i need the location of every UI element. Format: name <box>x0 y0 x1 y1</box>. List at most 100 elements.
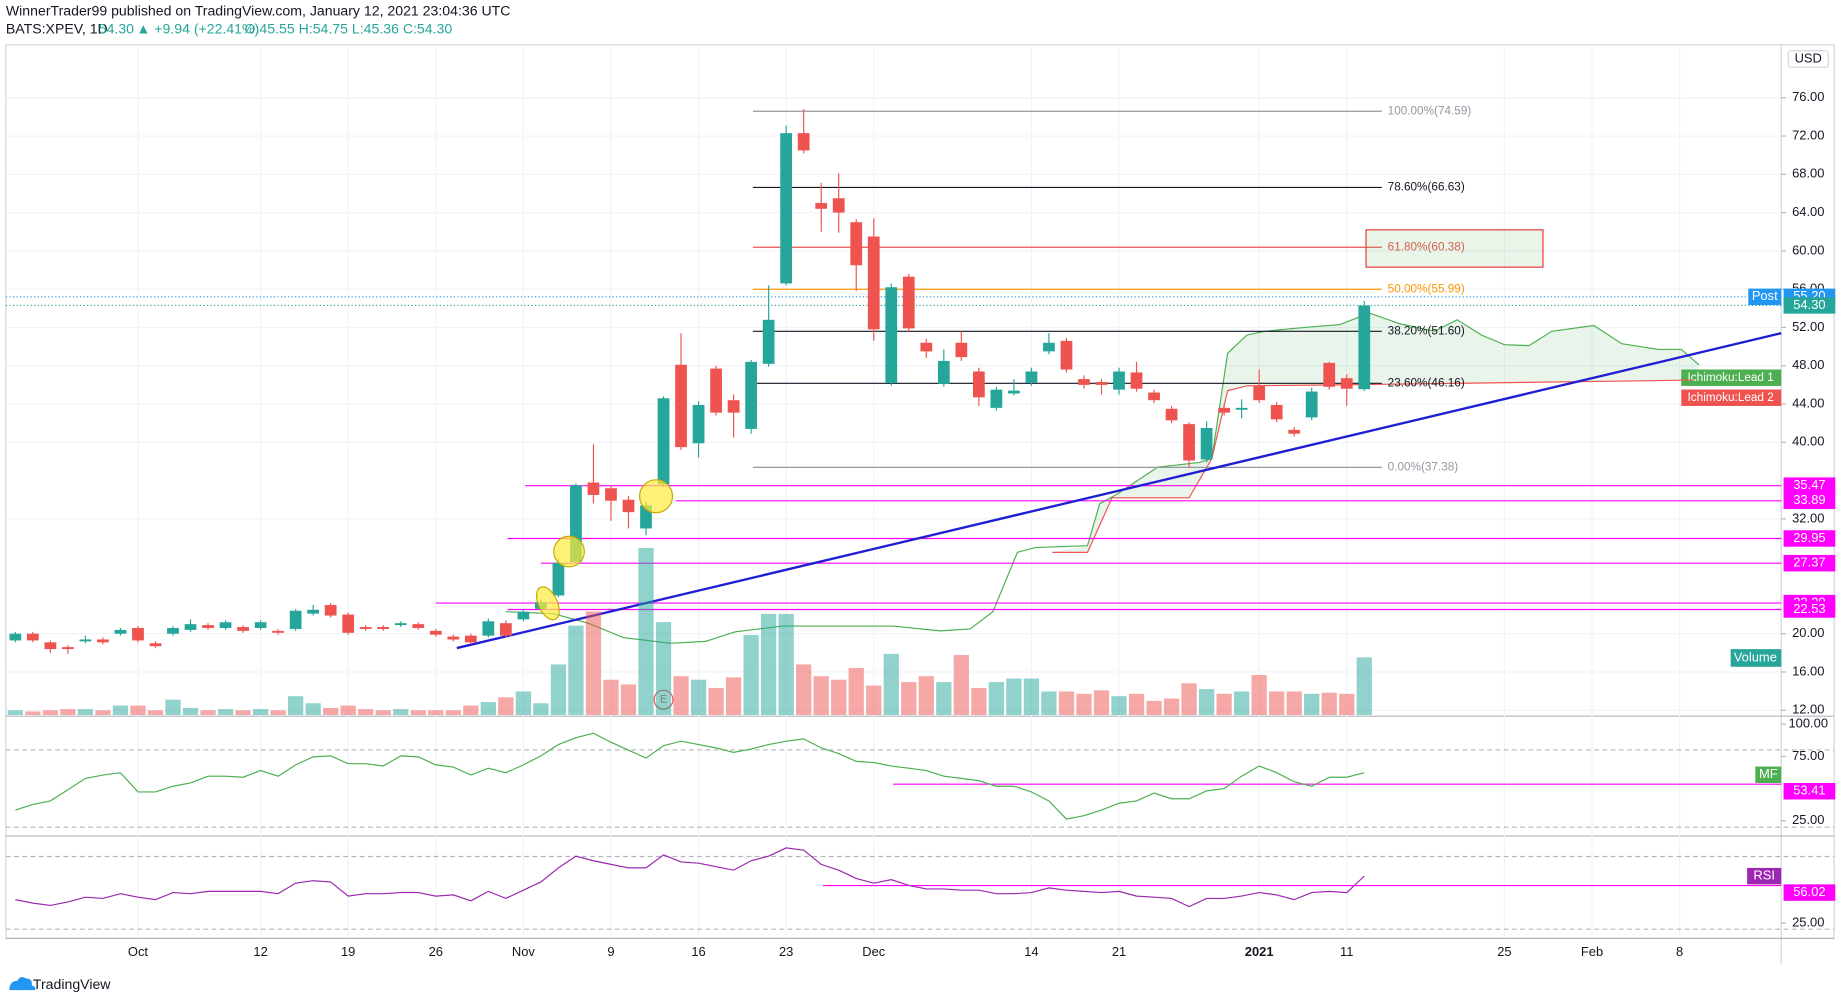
candle-body <box>482 621 495 636</box>
y-tick-label: 40.00 <box>1792 434 1824 449</box>
level-label: 53.41 <box>1793 783 1825 798</box>
candle-body <box>1270 404 1283 420</box>
change: ▲ +9.94 (+22.41%) <box>136 20 259 36</box>
volume-bar <box>638 548 654 715</box>
volume-bar <box>270 710 286 715</box>
volume-bar <box>988 682 1005 715</box>
volume-bar <box>130 705 146 715</box>
candle-body <box>499 623 512 636</box>
volume-bar <box>550 664 567 715</box>
volume-bar <box>1356 657 1372 715</box>
candle-body <box>184 624 197 630</box>
fib-label: 23.60%(46.16) <box>1388 376 1465 389</box>
y-tick-label: 48.00 <box>1792 357 1824 372</box>
fib-label: 38.20%(51.60) <box>1388 324 1465 337</box>
volume-bar <box>1128 693 1145 715</box>
support-label-box <box>1783 554 1836 572</box>
candle-body <box>850 222 863 266</box>
candle-body <box>1113 371 1125 390</box>
y-tick-label: 75.00 <box>1792 748 1824 763</box>
volume-bar <box>445 710 461 715</box>
candle-body <box>1165 408 1178 421</box>
fib-label: 61.80%(60.38) <box>1388 240 1465 253</box>
candle-body <box>552 562 565 596</box>
volume-bar <box>165 699 181 715</box>
brand[interactable]: TradingView <box>33 976 111 992</box>
volume-bar <box>1111 696 1127 715</box>
post-tag: Post <box>1752 288 1778 303</box>
volume-bar <box>1304 693 1320 715</box>
volume-bar <box>200 710 216 715</box>
candle-body <box>797 133 810 151</box>
volume-bar <box>971 687 987 715</box>
volume-label: Volume <box>1734 649 1777 664</box>
volume-bar <box>25 711 41 715</box>
volume-bar <box>1023 678 1040 715</box>
candle-body <box>710 368 722 413</box>
volume-bar <box>182 707 199 715</box>
y-tick-label: 64.00 <box>1792 204 1824 219</box>
level-label-box <box>1783 782 1836 800</box>
candle-body <box>972 371 985 398</box>
x-tick-label: 19 <box>341 944 355 959</box>
candle-body <box>272 630 284 633</box>
y-tick-label: 32.00 <box>1792 510 1824 525</box>
logo-icon <box>9 977 36 991</box>
x-tick-label: Dec <box>862 944 886 959</box>
candle-body <box>1323 362 1336 387</box>
volume-bar <box>1321 692 1337 715</box>
volume-bar <box>217 709 234 715</box>
candle-body <box>832 198 845 213</box>
y-tick-label: 25.00 <box>1792 812 1824 827</box>
volume-bar <box>1269 691 1285 715</box>
candle-body <box>570 485 582 562</box>
volume-bar <box>1006 678 1022 715</box>
volume-bars <box>7 548 1372 715</box>
volume-bar <box>848 667 864 715</box>
support-label-box <box>1783 492 1836 510</box>
ichimoku-line <box>505 312 1700 644</box>
fib-label: 78.60%(66.63) <box>1388 181 1465 194</box>
candle-body <box>867 236 880 330</box>
candle-body <box>79 639 92 642</box>
candle-body <box>132 627 144 641</box>
candle-body <box>1043 342 1055 352</box>
fib-label: 0.00%(37.38) <box>1388 460 1459 473</box>
candle-body <box>657 398 670 485</box>
candle-body <box>990 389 1003 408</box>
candle-body <box>885 287 898 383</box>
currency-box[interactable] <box>1787 50 1829 68</box>
volume-bar <box>410 710 426 715</box>
y-tick-label: 25.00 <box>1792 915 1824 930</box>
candle-body <box>114 629 127 634</box>
volume-bar <box>953 655 969 715</box>
x-tick-label: 25 <box>1497 944 1511 959</box>
target-box <box>1365 229 1544 268</box>
volume-bar <box>393 709 409 715</box>
volume-bar <box>95 710 111 715</box>
candle-body <box>44 642 57 650</box>
volume-bar <box>620 684 637 715</box>
candle-body <box>324 605 337 616</box>
candle-body <box>937 360 950 384</box>
candle-body <box>254 622 267 628</box>
y-tick-label: 60.00 <box>1792 242 1824 257</box>
indicator-label-box <box>1747 867 1782 885</box>
support-label-box <box>1783 601 1836 618</box>
volume-bar <box>305 703 321 715</box>
last_price-label-box <box>1783 297 1836 314</box>
volume-bar <box>936 682 952 715</box>
candle-body <box>727 400 740 413</box>
currency[interactable]: USD <box>1795 50 1822 65</box>
volume-bar <box>831 679 847 715</box>
volume-bar <box>883 653 899 715</box>
footer-logo <box>9 977 36 991</box>
candle-body <box>149 643 162 647</box>
volume-bar <box>655 622 672 715</box>
x-tick-label: Oct <box>128 944 149 959</box>
volume-bar <box>498 697 514 715</box>
candle-body <box>692 404 705 444</box>
candle-body <box>1305 391 1318 418</box>
x-tick-label: 11 <box>1340 944 1353 959</box>
